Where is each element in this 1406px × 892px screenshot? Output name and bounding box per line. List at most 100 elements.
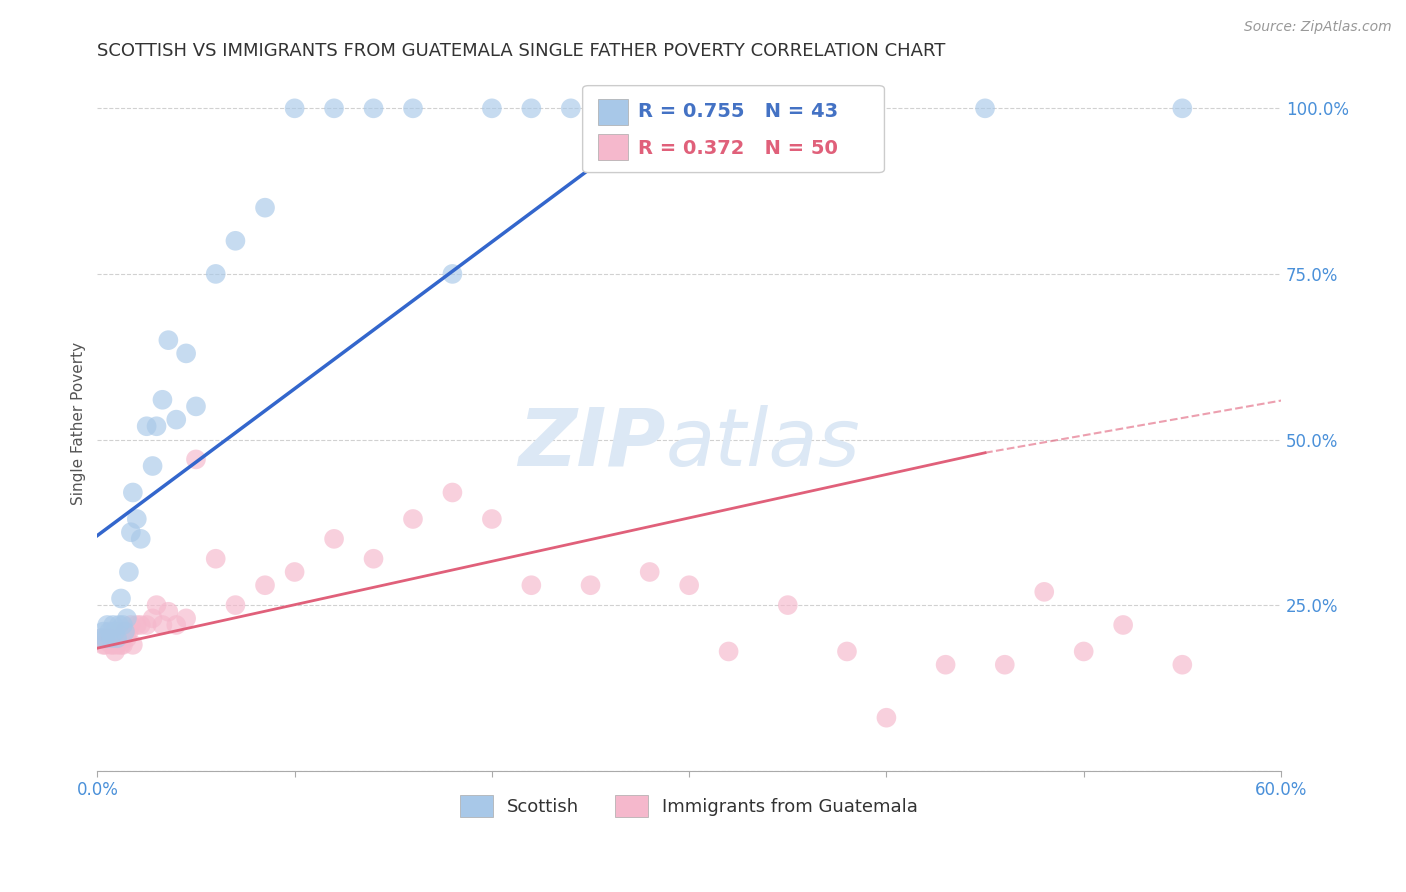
- Point: [90, 631, 112, 645]
- Point: [776, 101, 799, 115]
- Point: [118, 624, 141, 639]
- Point: [121, 638, 143, 652]
- Point: [100, 638, 122, 652]
- Point: [110, 591, 132, 606]
- Point: [1171, 101, 1194, 115]
- Point: [165, 412, 187, 426]
- Point: [118, 565, 141, 579]
- Point: [520, 578, 543, 592]
- Point: [717, 644, 740, 658]
- Text: Source: ZipAtlas.com: Source: ZipAtlas.com: [1244, 20, 1392, 34]
- Text: atlas: atlas: [665, 405, 860, 483]
- Point: [441, 267, 464, 281]
- Point: [1112, 618, 1135, 632]
- Text: R = 0.755   N = 43: R = 0.755 N = 43: [638, 102, 838, 121]
- Text: R = 0.372   N = 50: R = 0.372 N = 50: [638, 139, 838, 158]
- Point: [96, 631, 118, 645]
- Point: [110, 638, 132, 652]
- Point: [101, 638, 124, 652]
- Legend: Scottish, Immigrants from Guatemala: Scottish, Immigrants from Guatemala: [453, 788, 925, 824]
- Point: [129, 532, 152, 546]
- Point: [94, 638, 117, 652]
- FancyBboxPatch shape: [598, 134, 627, 160]
- Point: [104, 644, 127, 658]
- Point: [284, 101, 307, 115]
- Point: [115, 631, 138, 645]
- Point: [129, 618, 152, 632]
- Point: [638, 565, 661, 579]
- Point: [253, 201, 276, 215]
- Point: [135, 618, 157, 632]
- Point: [402, 101, 425, 115]
- Point: [165, 618, 187, 632]
- Point: [145, 598, 167, 612]
- Point: [776, 598, 799, 612]
- Point: [875, 711, 897, 725]
- Point: [120, 525, 142, 540]
- Point: [111, 638, 134, 652]
- Point: [125, 618, 148, 632]
- Point: [1073, 644, 1095, 658]
- Point: [204, 267, 226, 281]
- Point: [481, 101, 503, 115]
- Point: [323, 101, 346, 115]
- Y-axis label: Single Father Poverty: Single Father Poverty: [72, 342, 86, 505]
- Point: [104, 624, 127, 639]
- Point: [98, 631, 121, 645]
- Point: [678, 101, 700, 115]
- Point: [114, 624, 136, 639]
- Point: [94, 631, 117, 645]
- Point: [935, 657, 957, 672]
- Point: [441, 485, 464, 500]
- Point: [174, 611, 197, 625]
- Point: [120, 618, 142, 632]
- Point: [142, 611, 165, 625]
- Point: [481, 512, 503, 526]
- FancyBboxPatch shape: [598, 99, 627, 125]
- Point: [323, 532, 346, 546]
- FancyBboxPatch shape: [582, 86, 884, 172]
- Point: [599, 101, 621, 115]
- Point: [111, 618, 134, 632]
- Point: [90, 631, 112, 645]
- Point: [105, 638, 128, 652]
- Point: [363, 551, 385, 566]
- Point: [108, 618, 131, 632]
- Point: [579, 578, 602, 592]
- Point: [152, 618, 174, 632]
- Point: [98, 624, 121, 639]
- Point: [142, 458, 165, 473]
- Point: [835, 644, 858, 658]
- Point: [105, 631, 128, 645]
- Point: [114, 624, 136, 639]
- Point: [224, 598, 246, 612]
- Text: ZIP: ZIP: [517, 405, 665, 483]
- Point: [174, 346, 197, 360]
- Point: [101, 618, 124, 632]
- Point: [974, 101, 997, 115]
- Point: [100, 631, 122, 645]
- Point: [1033, 585, 1056, 599]
- Point: [678, 578, 700, 592]
- Point: [121, 485, 143, 500]
- Point: [184, 452, 207, 467]
- Point: [91, 624, 114, 639]
- Point: [363, 101, 385, 115]
- Point: [224, 234, 246, 248]
- Point: [253, 578, 276, 592]
- Point: [1171, 657, 1194, 672]
- Point: [520, 101, 543, 115]
- Point: [560, 101, 582, 115]
- Point: [91, 638, 114, 652]
- Point: [157, 333, 180, 347]
- Point: [108, 624, 131, 639]
- Point: [402, 512, 425, 526]
- Point: [284, 565, 307, 579]
- Point: [125, 512, 148, 526]
- Point: [145, 419, 167, 434]
- Point: [115, 611, 138, 625]
- Point: [96, 618, 118, 632]
- Point: [152, 392, 174, 407]
- Point: [157, 605, 180, 619]
- Point: [994, 657, 1017, 672]
